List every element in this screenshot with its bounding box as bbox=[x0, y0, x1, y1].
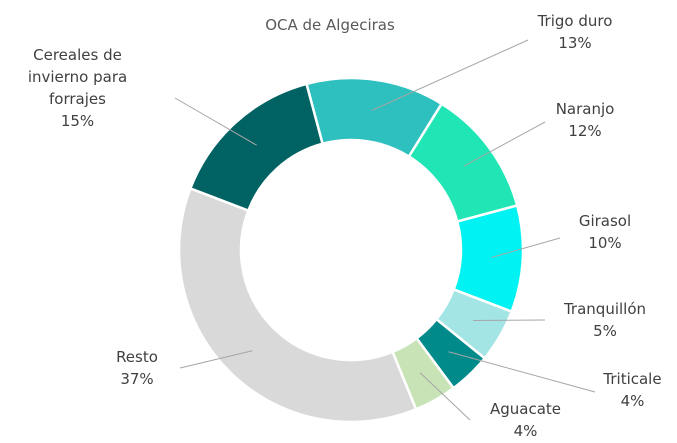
leader-line bbox=[448, 351, 596, 393]
data-label: Aguacate 4% bbox=[478, 398, 573, 442]
category-label: Triticale bbox=[603, 370, 662, 388]
category-label: Cereales de invierno para forrajes bbox=[27, 46, 128, 108]
leader-line bbox=[473, 319, 546, 321]
leader-line bbox=[463, 121, 546, 167]
value-label: 13% bbox=[558, 34, 592, 52]
category-label: Trigo duro bbox=[537, 12, 613, 30]
leader-line bbox=[491, 237, 561, 258]
value-label: 4% bbox=[513, 422, 538, 440]
value-label: 10% bbox=[588, 234, 622, 252]
category-label: Aguacate bbox=[489, 400, 562, 418]
value-label: 4% bbox=[620, 392, 645, 410]
category-label: Girasol bbox=[578, 212, 632, 230]
donut-slice bbox=[188, 82, 325, 213]
leader-line bbox=[174, 97, 257, 146]
data-label: Cereales de invierno para forrajes 15% bbox=[10, 44, 145, 132]
chart-title: OCA de Algeciras bbox=[265, 16, 395, 34]
donut-slice bbox=[177, 186, 418, 424]
value-label: 5% bbox=[593, 322, 617, 340]
data-label: Girasol 10% bbox=[560, 210, 650, 254]
leader-line bbox=[179, 350, 253, 369]
leader-line bbox=[419, 372, 471, 421]
value-label: 15% bbox=[60, 112, 95, 130]
data-label: Tranquillón 5% bbox=[535, 298, 675, 342]
data-label: Triticale 4% bbox=[590, 368, 675, 412]
category-label: Naranjo bbox=[555, 100, 615, 118]
value-label: 37% bbox=[120, 370, 154, 388]
leader-line bbox=[371, 39, 529, 111]
value-label: 12% bbox=[568, 122, 602, 140]
category-label: Resto bbox=[116, 348, 158, 366]
data-label: Trigo duro 13% bbox=[515, 10, 635, 54]
data-label: Resto 37% bbox=[92, 346, 182, 390]
data-label: Naranjo 12% bbox=[530, 98, 640, 142]
category-label: Tranquillón bbox=[563, 300, 647, 318]
